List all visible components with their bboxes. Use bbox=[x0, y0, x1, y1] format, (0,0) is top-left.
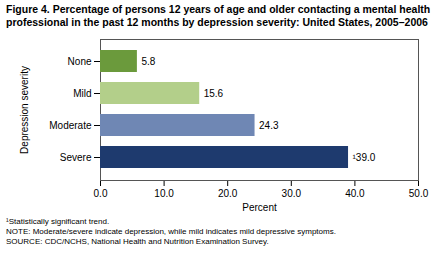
svg-text:0.0: 0.0 bbox=[94, 188, 108, 199]
html-text:NOTE: Moderate/severe indicate: NOTE: Moderate/severe indicate depressio… bbox=[6, 227, 336, 236]
svg-text:50.0: 50.0 bbox=[409, 188, 429, 199]
svg-text:None: None bbox=[68, 56, 92, 67]
svg-text:15.6: 15.6 bbox=[204, 88, 224, 99]
html-text:¹Statistically significant tre: ¹Statistically significant trend. bbox=[6, 217, 110, 226]
svg-text:Severe: Severe bbox=[60, 152, 92, 163]
svg-text:¹39.0: ¹39.0 bbox=[353, 152, 376, 163]
svg-text:Moderate: Moderate bbox=[49, 120, 92, 131]
svg-text:5.8: 5.8 bbox=[141, 56, 155, 67]
svg-text:10.0: 10.0 bbox=[154, 188, 174, 199]
svg-text:30.0: 30.0 bbox=[282, 188, 302, 199]
svg-text:24.3: 24.3 bbox=[259, 120, 279, 131]
svg-text:40.0: 40.0 bbox=[345, 188, 365, 199]
html-text:Figure 4. Percentage of person: Figure 4. Percentage of persons 12 years… bbox=[6, 3, 431, 28]
svg-text:Mild: Mild bbox=[73, 88, 91, 99]
html-text:SOURCE: CDC/NCHS, National Hea: SOURCE: CDC/NCHS, National Health and Nu… bbox=[6, 237, 269, 246]
svg-text:Percent: Percent bbox=[242, 202, 277, 213]
svg-text:20.0: 20.0 bbox=[218, 188, 238, 199]
svg-text:Depression severity: Depression severity bbox=[19, 66, 30, 154]
